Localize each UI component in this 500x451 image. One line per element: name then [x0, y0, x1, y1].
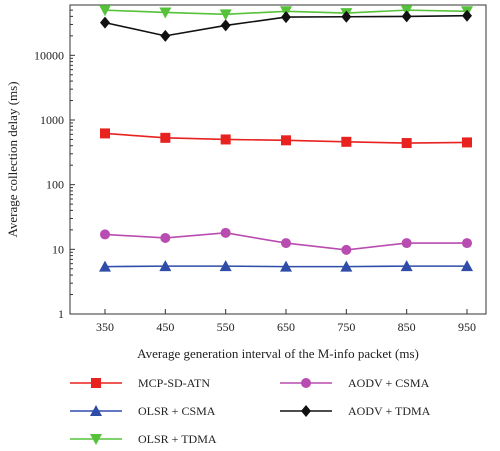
- y-tick-label: 100: [46, 178, 64, 192]
- legend-marker: [301, 378, 311, 388]
- x-tick-label: 550: [217, 320, 235, 334]
- data-point-mcp-sd-atn: [281, 135, 291, 146]
- data-point-aodv-tdma: [220, 19, 231, 32]
- y-tick-label: 10000: [34, 48, 64, 62]
- y-tick-label: 1: [58, 307, 64, 321]
- y-tick-label: 1000: [40, 113, 64, 127]
- data-point-olsr-csma: [159, 260, 172, 272]
- data-point-mcp-sd-atn: [220, 134, 231, 145]
- data-point-olsr-tdma: [219, 9, 232, 21]
- data-point-aodv-csma: [401, 238, 412, 249]
- data-point-olsr-csma: [219, 260, 232, 272]
- y-tick-label: 10: [52, 242, 64, 256]
- legend-label: AODV + CSMA: [348, 376, 430, 390]
- data-point-aodv-tdma: [462, 9, 472, 22]
- x-tick-label: 450: [156, 320, 174, 334]
- legend-item-olsr-tdma: OLSR + TDMA: [70, 432, 217, 446]
- legend-label: OLSR + CSMA: [138, 404, 216, 418]
- x-tick-label: 750: [337, 320, 355, 334]
- x-tick-label: 650: [277, 320, 295, 334]
- legend-marker: [91, 378, 101, 388]
- data-point-olsr-csma: [461, 260, 473, 272]
- x-axis-title: Average generation interval of the M-inf…: [137, 346, 419, 361]
- data-point-aodv-tdma: [281, 11, 291, 24]
- tick-labels-group: 1 10 100 1000 10000 350 450 550 650 750 850 950: [34, 48, 476, 334]
- data-point-aodv-tdma: [401, 10, 412, 23]
- data-point-olsr-csma: [340, 260, 353, 272]
- series-markers-group: [99, 5, 473, 272]
- data-point-olsr-tdma: [159, 7, 172, 19]
- legend-label: OLSR + TDMA: [138, 432, 217, 446]
- data-point-mcp-sd-atn: [401, 138, 412, 149]
- data-point-olsr-tdma: [99, 5, 111, 17]
- legend-item-aodv-csma: AODV + CSMA: [280, 376, 430, 390]
- data-point-olsr-csma: [280, 260, 292, 272]
- legend-marker: [90, 405, 102, 416]
- axes-group: [69, 4, 487, 315]
- data-point-mcp-sd-atn: [341, 136, 352, 147]
- data-point-mcp-sd-atn: [462, 137, 472, 148]
- legend: MCP-SD-ATN OLSR + CSMA OLSR + TDMA AODV + C…: [70, 376, 431, 446]
- data-point-aodv-csma: [100, 229, 110, 240]
- legend-label: AODV + TDMA: [348, 404, 431, 418]
- data-point-aodv-tdma: [160, 29, 171, 42]
- legend-item-aodv-tdma: AODV + TDMA: [280, 404, 431, 418]
- x-tick-label: 950: [458, 320, 476, 334]
- legend-marker: [301, 405, 311, 417]
- data-point-aodv-csma: [462, 238, 472, 249]
- data-point-olsr-csma: [400, 260, 413, 272]
- legend-item-mcp-sd-atn: MCP-SD-ATN: [70, 376, 210, 390]
- legend-label: MCP-SD-ATN: [138, 376, 210, 390]
- data-point-aodv-csma: [341, 244, 352, 255]
- data-point-aodv-csma: [281, 238, 291, 249]
- data-point-aodv-tdma: [341, 10, 352, 23]
- data-point-aodv-csma: [160, 232, 171, 243]
- x-tick-label: 850: [398, 320, 416, 334]
- data-point-aodv-tdma: [100, 16, 110, 29]
- data-point-olsr-csma: [99, 260, 111, 272]
- data-point-aodv-csma: [220, 227, 231, 238]
- x-tick-label: 350: [96, 320, 114, 334]
- legend-marker: [90, 434, 102, 445]
- data-point-mcp-sd-atn: [100, 128, 110, 139]
- data-point-mcp-sd-atn: [160, 132, 171, 143]
- legend-item-olsr-csma: OLSR + CSMA: [70, 404, 216, 418]
- plot-frame: [69, 4, 487, 315]
- y-axis-title: Average collection delay (ms): [5, 81, 20, 237]
